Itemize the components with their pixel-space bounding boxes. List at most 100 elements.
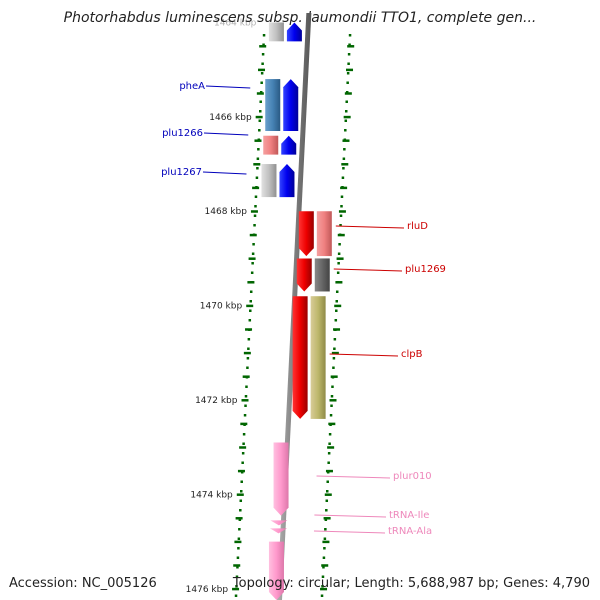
gene-annotation-unnamed-0[interactable] xyxy=(268,22,284,42)
ring-dot xyxy=(325,499,329,502)
gene-label-rlud[interactable]: rluD xyxy=(407,221,428,232)
ring-dot xyxy=(347,62,350,65)
leader-line-plu1267 xyxy=(202,171,247,175)
gene-plur010[interactable] xyxy=(273,442,289,516)
ring-dot xyxy=(238,518,242,521)
scale-tick xyxy=(259,45,267,48)
ring-dot xyxy=(261,62,264,65)
leader-line-phea xyxy=(205,85,251,89)
ring-dot xyxy=(258,129,261,132)
ring-dot xyxy=(235,575,239,578)
gene-label-plu1266[interactable]: plu1266 xyxy=(162,128,203,139)
scale-tick xyxy=(240,422,248,426)
ring-dot xyxy=(253,224,256,227)
scale-tick xyxy=(342,139,350,142)
ring-dot xyxy=(344,119,348,122)
scale-tick xyxy=(254,139,262,142)
ring-dot xyxy=(337,262,340,265)
leader-line-plu1269 xyxy=(333,268,403,272)
gene-plu1269[interactable] xyxy=(296,258,312,292)
ring-dot xyxy=(257,148,260,151)
scale-tick xyxy=(239,446,247,449)
scale-tick xyxy=(336,257,344,260)
ring-dot xyxy=(325,509,328,512)
ring-dot xyxy=(260,81,263,84)
ring-dot xyxy=(345,100,348,103)
leader-line-clpb xyxy=(329,353,399,357)
gene-rlud[interactable] xyxy=(298,211,314,257)
ring-dot xyxy=(241,452,245,455)
ring-dot xyxy=(338,243,341,246)
ring-dot xyxy=(333,347,336,350)
gene-trna-ala[interactable] xyxy=(269,528,287,534)
gene-trna-ile[interactable] xyxy=(270,520,288,526)
gene-label-plu1269[interactable]: plu1269 xyxy=(405,264,446,275)
gene-annotation-plu1266[interactable] xyxy=(263,135,279,155)
gene-phea[interactable] xyxy=(283,79,299,131)
scale-tick xyxy=(340,186,348,190)
ring-dot xyxy=(321,575,325,578)
gene-annotation-plu1269[interactable] xyxy=(314,258,330,292)
scale-tick xyxy=(346,68,354,72)
ring-dot xyxy=(334,319,338,322)
leader-line-plu1266 xyxy=(203,132,249,136)
scale-tick xyxy=(321,564,329,567)
gene-label-plur010[interactable]: plur010 xyxy=(393,471,432,482)
gene-annotation-phea[interactable] xyxy=(265,79,281,131)
ring-dot xyxy=(346,72,350,75)
ring-dot xyxy=(244,395,248,398)
ring-dot xyxy=(345,110,348,113)
ring-dot xyxy=(249,309,252,312)
gene-unnamed-10[interactable] xyxy=(268,541,284,600)
scale-tick xyxy=(327,446,335,449)
scale-tick xyxy=(337,233,345,237)
leader-line-plur010 xyxy=(316,475,391,479)
ring-dot xyxy=(326,480,329,483)
scale-label: 1466 kbp xyxy=(209,113,252,123)
scale-tick xyxy=(243,351,251,355)
scale-tick xyxy=(249,233,257,237)
scale-tick xyxy=(232,587,240,591)
ring-dot xyxy=(326,490,329,493)
scale-tick xyxy=(325,469,333,473)
scale-tick xyxy=(234,540,242,544)
ring-dot xyxy=(259,100,262,103)
gene-label-phea[interactable]: pheA xyxy=(179,81,205,92)
gene-annotation-plu1267[interactable] xyxy=(261,164,277,198)
ring-dot xyxy=(328,442,331,445)
ring-dot xyxy=(249,300,252,303)
ring-dot xyxy=(344,129,347,132)
gene-clpb[interactable] xyxy=(292,296,308,419)
ring-dot xyxy=(321,585,324,588)
gene-annotation-clpb[interactable] xyxy=(310,296,326,419)
scale-tick xyxy=(258,68,266,72)
scale-tick xyxy=(245,328,253,331)
gene-label-trna-ala[interactable]: tRNA-Ala xyxy=(388,526,432,537)
ring-dot xyxy=(235,585,238,588)
gene-plu1266[interactable] xyxy=(281,135,297,155)
ring-dot xyxy=(331,385,334,388)
ring-dot xyxy=(259,110,262,113)
gene-annotation-rlud[interactable] xyxy=(316,211,332,257)
scale-tick xyxy=(250,210,258,213)
gene-label-trna-ile[interactable]: tRNA-Ile xyxy=(389,510,429,521)
ring-dot xyxy=(256,157,260,160)
gene-label-clpb[interactable]: clpB xyxy=(401,349,423,360)
ring-dot xyxy=(239,509,242,512)
ring-dot xyxy=(332,357,336,360)
gene-label-plu1267[interactable]: plu1267 xyxy=(161,167,202,178)
ring-dot xyxy=(243,414,247,417)
gene-plu1267[interactable] xyxy=(279,164,295,198)
ring-dot xyxy=(335,300,338,303)
ring-dot xyxy=(322,556,326,559)
gene-unnamed-0[interactable] xyxy=(286,22,302,42)
ring-dot xyxy=(255,176,259,179)
scale-tick xyxy=(347,45,355,48)
ring-dot xyxy=(324,518,328,521)
ring-dot xyxy=(251,262,254,265)
leader-line-rlud xyxy=(335,225,405,229)
scale-tick xyxy=(331,351,339,355)
scale-tick xyxy=(324,493,332,496)
scale-tick xyxy=(334,304,342,308)
